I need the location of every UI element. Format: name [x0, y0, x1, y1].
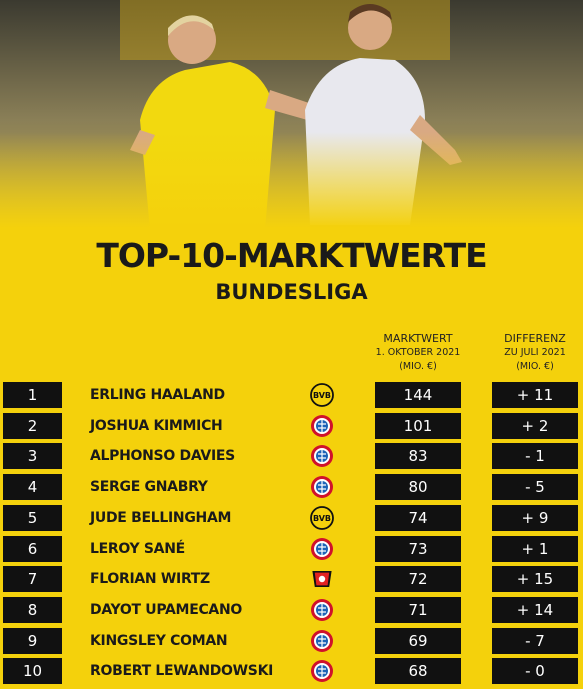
- player-name: SERGE GNABRY: [90, 479, 208, 496]
- rank: 3: [3, 443, 62, 470]
- header-line: MARKTWERT: [383, 332, 453, 345]
- club-logo: [310, 628, 334, 653]
- difference: + 1: [492, 535, 578, 562]
- difference: - 5: [492, 474, 578, 501]
- title: TOP-10-MARKTWERTE: [96, 236, 487, 275]
- column-header: MARKTWERT 1. OKTOBER 2021 (MIO. €): [353, 332, 483, 374]
- player-name: DAYOT UPAMECANO: [90, 601, 242, 618]
- player-name: ALPHONSO DAVIES: [90, 448, 235, 465]
- club-logo: [310, 598, 334, 622]
- club-logo: [310, 414, 334, 438]
- market-value: 71: [375, 596, 461, 623]
- club-logo: [310, 505, 334, 530]
- club-logo: [310, 536, 334, 561]
- rank: 2: [3, 412, 62, 439]
- club-logo: [310, 475, 334, 499]
- rank: 6: [3, 535, 62, 562]
- difference: - 7: [492, 627, 578, 654]
- header-line: (MIO. €): [399, 361, 437, 372]
- market-value: 80: [375, 474, 461, 501]
- header-line: 1. OKTOBER 2021: [375, 347, 461, 358]
- difference: + 11: [492, 382, 578, 408]
- difference: + 15: [492, 566, 578, 593]
- market-value: 74: [375, 504, 461, 531]
- header-line: ZU JULI 2021: [504, 347, 566, 358]
- rank: 4: [3, 474, 62, 501]
- rank: 7: [3, 566, 62, 593]
- rank: 5: [3, 504, 62, 531]
- club-logo: [310, 444, 334, 468]
- market-value: 72: [375, 566, 461, 593]
- player-name: KINGSLEY COMAN: [90, 632, 228, 649]
- difference: - 1: [492, 443, 578, 470]
- rank: 1: [3, 382, 62, 408]
- market-value: 101: [375, 412, 461, 439]
- market-value: 144: [375, 382, 461, 408]
- player-name: JOSHUA KIMMICH: [90, 417, 223, 434]
- column-header: DIFFERENZ ZU JULI 2021 (MIO. €): [470, 332, 583, 374]
- club-logo: [310, 383, 334, 407]
- difference: + 14: [492, 596, 578, 623]
- difference: - 0: [492, 658, 578, 685]
- club-logo: [310, 659, 334, 683]
- club-logo: [312, 571, 332, 588]
- photo: [0, 0, 583, 240]
- rank: 10: [3, 658, 62, 685]
- player-name: ROBERT LEWANDOWSKI: [90, 663, 274, 680]
- market-value: 73: [375, 535, 461, 562]
- rank: 8: [3, 596, 62, 623]
- subtitle: BUNDESLIGA: [215, 280, 368, 304]
- header-line: DIFFERENZ: [504, 332, 566, 345]
- difference: + 9: [492, 504, 578, 531]
- difference: + 2: [492, 412, 578, 439]
- header-line: (MIO. €): [516, 361, 554, 372]
- market-value: 69: [375, 627, 461, 654]
- market-value: 68: [375, 658, 461, 685]
- player-name: ERLING HAALAND: [90, 387, 225, 403]
- rank: 9: [3, 627, 62, 654]
- player-name: JUDE BELLINGHAM: [90, 509, 232, 526]
- player-name: FLORIAN WIRTZ: [90, 571, 210, 588]
- market-value: 83: [375, 443, 461, 470]
- player-name: LEROY SANÉ: [90, 540, 185, 557]
